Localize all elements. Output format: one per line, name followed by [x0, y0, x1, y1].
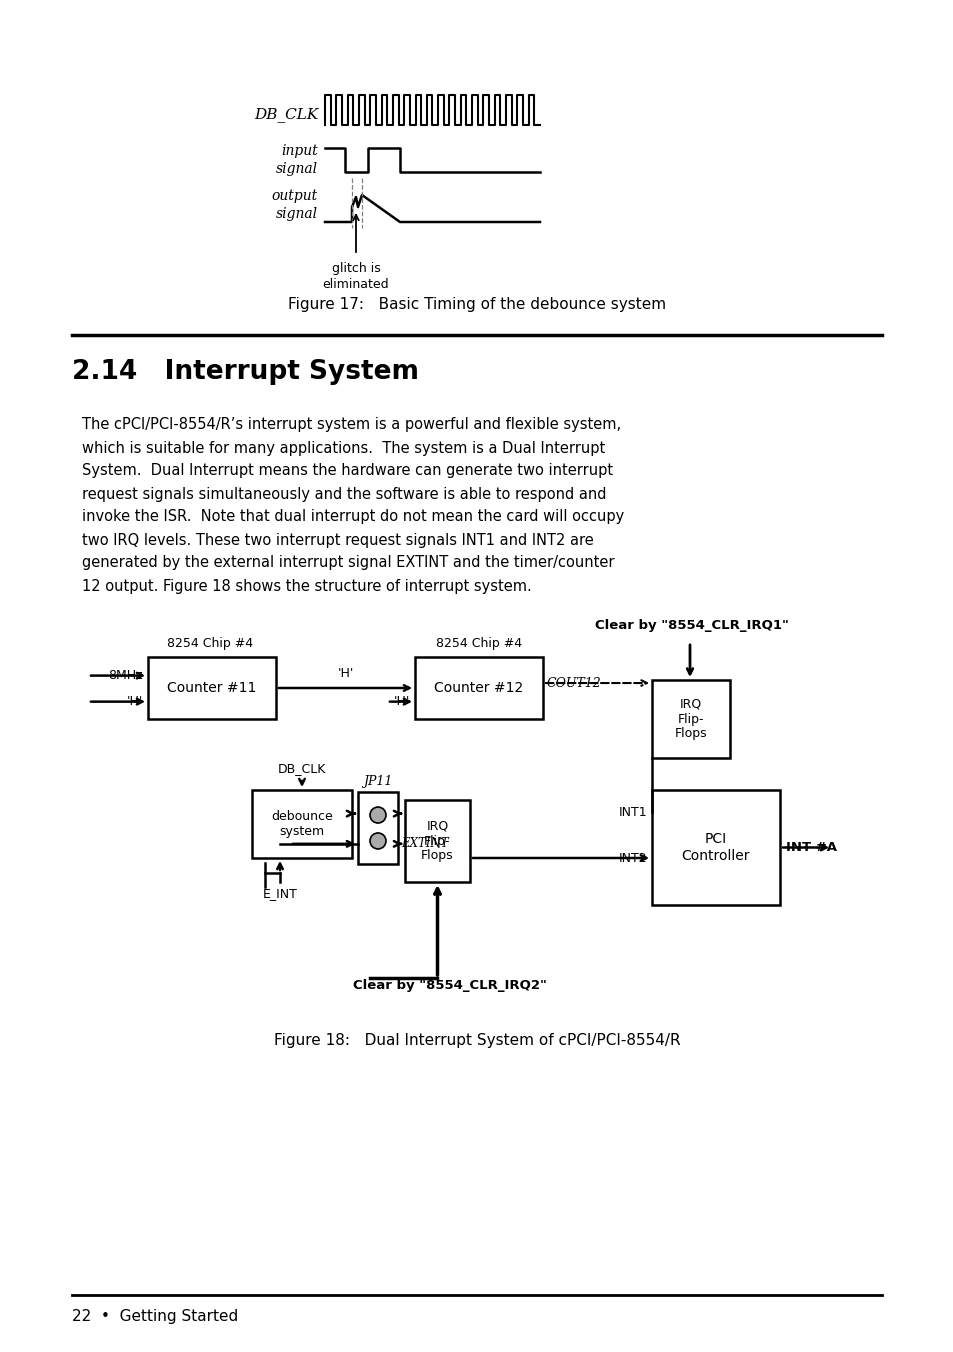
Text: debounce
system: debounce system: [271, 810, 333, 838]
Text: INT #A: INT #A: [785, 841, 836, 854]
Text: input
signal: input signal: [275, 145, 317, 176]
Text: 'H': 'H': [337, 667, 354, 680]
Bar: [651, 680, 729, 758]
Text: 22  •  Getting Started: 22 • Getting Started: [71, 1309, 238, 1324]
Text: 8254 Chip #4: 8254 Chip #4: [436, 637, 521, 650]
Text: Figure 17:   Basic Timing of the debounce system: Figure 17: Basic Timing of the debounce …: [288, 297, 665, 312]
Text: JP11: JP11: [363, 775, 393, 788]
Text: which is suitable for many applications.  The system is a Dual Interrupt: which is suitable for many applications.…: [82, 441, 604, 456]
Text: Clear by "8554_CLR_IRQ1": Clear by "8554_CLR_IRQ1": [595, 618, 788, 631]
Text: COUT12: COUT12: [546, 676, 601, 690]
Bar: [148, 657, 275, 719]
Bar: [357, 792, 397, 864]
Text: Counter #12: Counter #12: [434, 681, 523, 695]
Circle shape: [370, 807, 386, 823]
Text: Clear by "8554_CLR_IRQ2": Clear by "8554_CLR_IRQ2": [353, 979, 546, 991]
Text: Counter #11: Counter #11: [167, 681, 256, 695]
Text: request signals simultaneously and the software is able to respond and: request signals simultaneously and the s…: [82, 487, 606, 502]
Text: System.  Dual Interrupt means the hardware can generate two interrupt: System. Dual Interrupt means the hardwar…: [82, 464, 613, 479]
Text: 12 output. Figure 18 shows the structure of interrupt system.: 12 output. Figure 18 shows the structure…: [82, 579, 531, 594]
Text: EXTINT: EXTINT: [400, 837, 448, 850]
Text: IRQ
Flip-
Flops: IRQ Flip- Flops: [420, 819, 454, 863]
Text: two IRQ levels. These two interrupt request signals INT1 and INT2 are: two IRQ levels. These two interrupt requ…: [82, 533, 593, 548]
Text: Figure 18:   Dual Interrupt System of cPCI/PCI-8554/R: Figure 18: Dual Interrupt System of cPCI…: [274, 1033, 679, 1048]
Bar: [405, 800, 470, 882]
Text: DB_CLK: DB_CLK: [277, 763, 326, 775]
Text: 'H': 'H': [127, 695, 143, 708]
Text: E_INT: E_INT: [262, 887, 297, 900]
Text: 8MHz: 8MHz: [109, 669, 143, 683]
Circle shape: [370, 833, 386, 849]
Text: INT2: INT2: [618, 852, 646, 864]
Bar: [252, 790, 352, 859]
Text: INT1: INT1: [618, 806, 646, 818]
Text: The cPCI/PCI-8554/R’s interrupt system is a powerful and flexible system,: The cPCI/PCI-8554/R’s interrupt system i…: [82, 418, 620, 433]
Text: 'H': 'H': [394, 695, 410, 708]
Text: 2.14   Interrupt System: 2.14 Interrupt System: [71, 360, 418, 385]
Text: IRQ
Flip-
Flops: IRQ Flip- Flops: [674, 698, 706, 741]
Bar: [415, 657, 542, 719]
Text: 8254 Chip #4: 8254 Chip #4: [167, 637, 253, 650]
Text: invoke the ISR.  Note that dual interrupt do not mean the card will occupy: invoke the ISR. Note that dual interrupt…: [82, 510, 623, 525]
Text: DB_CLK: DB_CLK: [253, 108, 317, 123]
Text: glitch is
eliminated: glitch is eliminated: [322, 262, 389, 291]
Text: output
signal: output signal: [272, 189, 317, 220]
Bar: [651, 790, 780, 904]
Text: PCI
Controller: PCI Controller: [681, 831, 749, 863]
Text: generated by the external interrupt signal EXTINT and the timer/counter: generated by the external interrupt sign…: [82, 556, 614, 571]
